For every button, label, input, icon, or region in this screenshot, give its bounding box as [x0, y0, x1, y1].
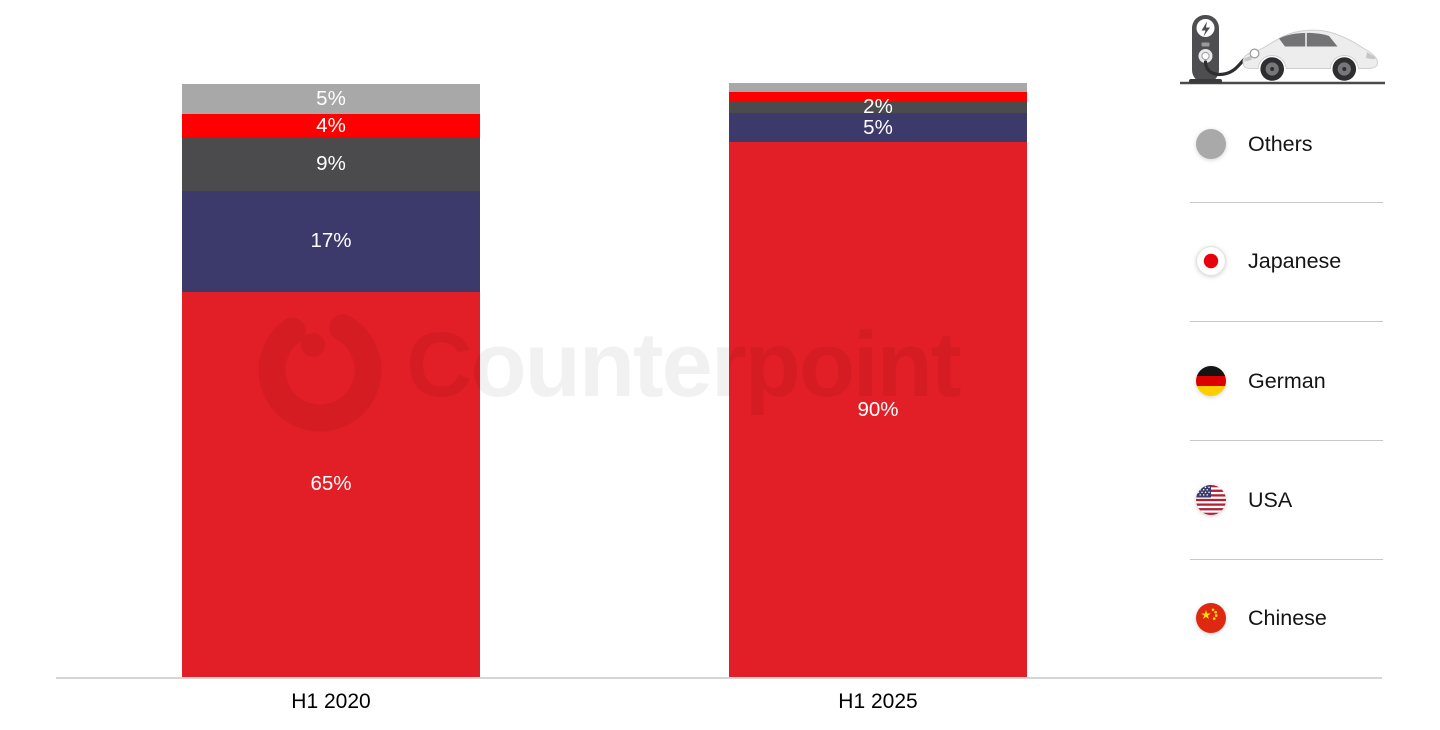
bar-segment-chinese-h1-2020: 65%: [182, 291, 480, 677]
bar-segment-value-label: 5%: [863, 115, 893, 139]
bar-segment-others-h1-2020: 5%: [182, 84, 480, 114]
x-axis-baseline: [56, 677, 1382, 679]
legend-separator: [1190, 321, 1383, 322]
germany-flag-icon: [1196, 366, 1226, 396]
japan-flag-icon: [1196, 246, 1226, 276]
charging-station-icon: [1189, 15, 1222, 84]
legend-separator: [1190, 202, 1383, 203]
legend-label-japanese: Japanese: [1248, 248, 1342, 273]
bar-segment-chinese-h1-2025: 90%: [729, 142, 1027, 677]
bar-segment-usa-h1-2025: 5%: [729, 112, 1027, 143]
legend-item-others: Others: [1196, 128, 1396, 160]
legend-item-usa: USA: [1196, 484, 1396, 516]
legend-label-usa: USA: [1248, 487, 1293, 512]
legend-label-chinese: Chinese: [1248, 605, 1327, 630]
legend-label-german: German: [1248, 368, 1326, 393]
bar-segment-value-label: 17%: [310, 228, 352, 252]
bar-segment-value-label: 65%: [310, 471, 352, 495]
bar-segment-japanese-h1-2025: [729, 91, 1027, 101]
legend-separator: [1190, 559, 1383, 560]
bar-segment-others-h1-2025: [729, 83, 1027, 92]
stacked-bar-h1-2025: 2% 5% 90%: [729, 83, 1027, 677]
ev-car-charging-illustration: [1180, 15, 1385, 85]
legend-item-chinese: Chinese: [1196, 602, 1396, 634]
x-axis-label-h1-2025: H1 2025: [838, 690, 918, 713]
x-axis-label-h1-2020: H1 2020: [291, 690, 371, 713]
bar-segment-value-label: 90%: [857, 397, 899, 421]
bar-segment-value-label: 2%: [863, 94, 893, 118]
bar-segment-german-h1-2020: 9%: [182, 137, 480, 191]
bar-segment-value-label: 5%: [316, 86, 346, 110]
bar-segment-value-label: 9%: [316, 151, 346, 175]
bar-segment-value-label: 4%: [316, 113, 346, 137]
others-gray-circle-icon: [1196, 129, 1226, 159]
stacked-bar-h1-2020: 5% 4% 9% 17% 65%: [182, 84, 480, 677]
legend-item-japanese: Japanese: [1196, 245, 1396, 277]
bar-segment-german-h1-2025: 2%: [729, 96, 1027, 116]
electric-car-icon: [1242, 29, 1379, 81]
usa-flag-icon: [1196, 485, 1226, 515]
china-flag-icon: [1196, 603, 1226, 633]
legend-label-others: Others: [1248, 131, 1313, 156]
legend-separator: [1190, 440, 1383, 441]
bar-segment-usa-h1-2020: 17%: [182, 190, 480, 292]
legend-item-german: German: [1196, 365, 1396, 397]
bar-segment-japanese-h1-2020: 4%: [182, 113, 480, 138]
